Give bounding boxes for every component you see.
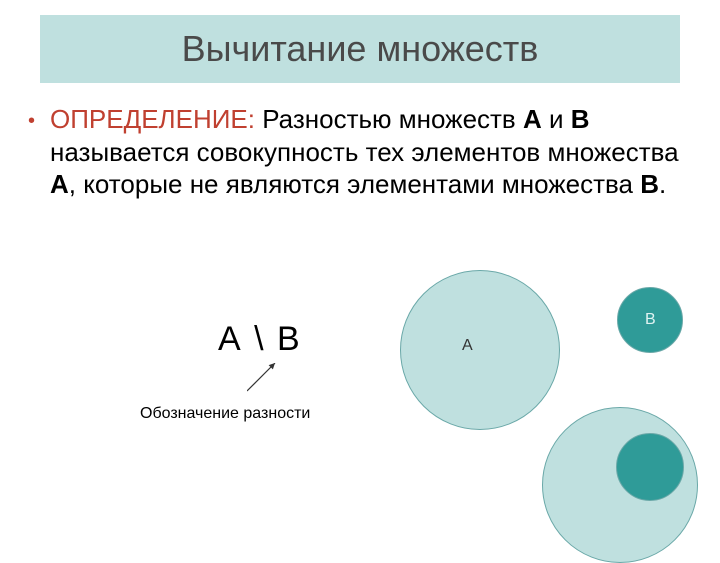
subset-inner-circle	[616, 433, 684, 501]
title-bar: Вычитание множеств	[40, 15, 680, 83]
definition-label: ОПРЕДЕЛЕНИЕ:	[50, 104, 255, 134]
bullet-icon: •	[28, 111, 35, 131]
definition-block: • ОПРЕДЕЛЕНИЕ: Разностью множеств А и В …	[0, 83, 720, 201]
arrow-icon	[247, 363, 287, 403]
set-a-label: А	[462, 337, 473, 355]
set-b-circle	[617, 287, 683, 353]
notation-block: А \ В	[218, 320, 302, 359]
set-b-label: В	[645, 311, 656, 329]
slide-title: Вычитание множеств	[182, 28, 539, 70]
notation-caption: Обозначение разности	[140, 405, 310, 423]
notation-text: А \ В	[218, 320, 302, 358]
definition-text: ОПРЕДЕЛЕНИЕ: Разностью множеств А и В на…	[50, 103, 680, 201]
set-a-circle	[400, 270, 560, 430]
